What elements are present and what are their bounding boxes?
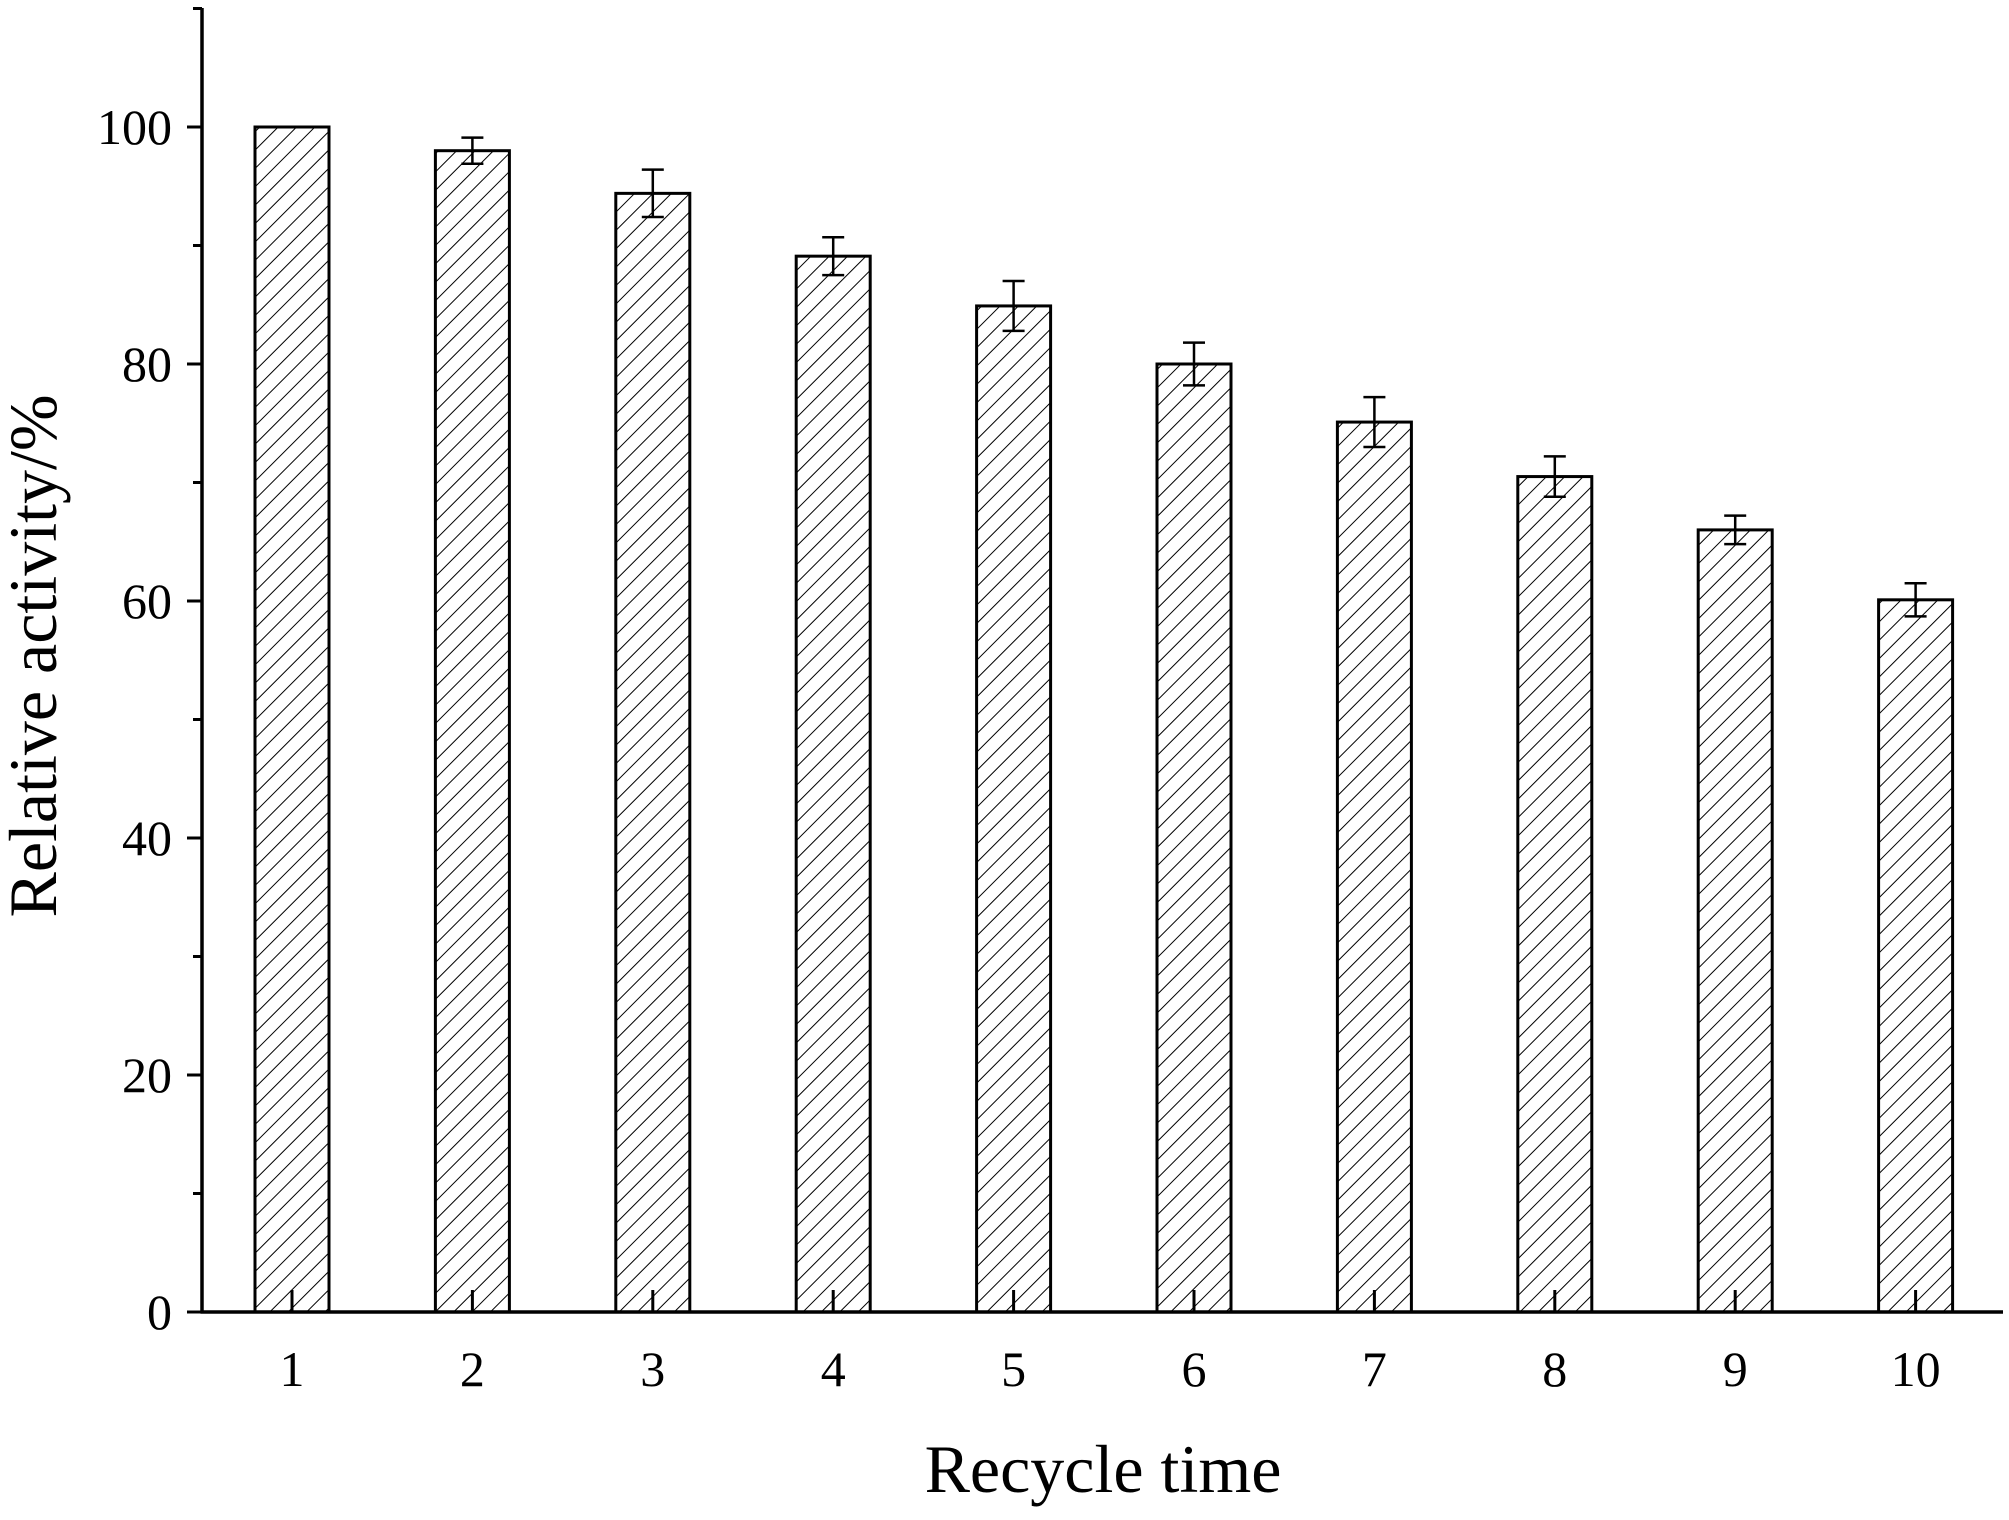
x-tick-label-7: 7 (1362, 1341, 1387, 1397)
y-tick-label-80: 80 (122, 336, 172, 392)
y-tick-label-60: 60 (122, 573, 172, 629)
x-tick-label-9: 9 (1723, 1341, 1748, 1397)
x-tick-label-5: 5 (1001, 1341, 1026, 1397)
bar-6 (1155, 362, 1233, 1314)
x-tick-label-3: 3 (640, 1341, 665, 1397)
bar-5 (975, 304, 1053, 1314)
x-tick-label-10: 10 (1891, 1341, 1941, 1397)
bar-9 (1696, 528, 1774, 1314)
bars-layer (253, 125, 1955, 1314)
x-axis-title: Recycle time (925, 1431, 1282, 1507)
bar-3 (614, 191, 692, 1314)
axes-layer (187, 7, 2003, 1314)
bar-8 (1516, 475, 1594, 1314)
error-bars-layer (461, 136, 1927, 618)
x-tick-label-2: 2 (460, 1341, 485, 1397)
bar-2 (433, 149, 511, 1314)
y-tick-label-40: 40 (122, 810, 172, 866)
x-tick-label-1: 1 (280, 1341, 305, 1397)
bar-1 (253, 125, 331, 1314)
x-tick-label-6: 6 (1182, 1341, 1207, 1397)
y-tick-label-0: 0 (147, 1284, 172, 1340)
bar-4 (794, 254, 872, 1314)
y-tick-label-20: 20 (122, 1047, 172, 1103)
bar-10 (1877, 598, 1955, 1314)
x-tick-label-8: 8 (1542, 1341, 1567, 1397)
y-axis-title: Relative activity/% (0, 394, 71, 917)
x-tick-label-4: 4 (821, 1341, 846, 1397)
bar-7 (1335, 420, 1413, 1314)
y-tick-label-100: 100 (97, 99, 172, 155)
